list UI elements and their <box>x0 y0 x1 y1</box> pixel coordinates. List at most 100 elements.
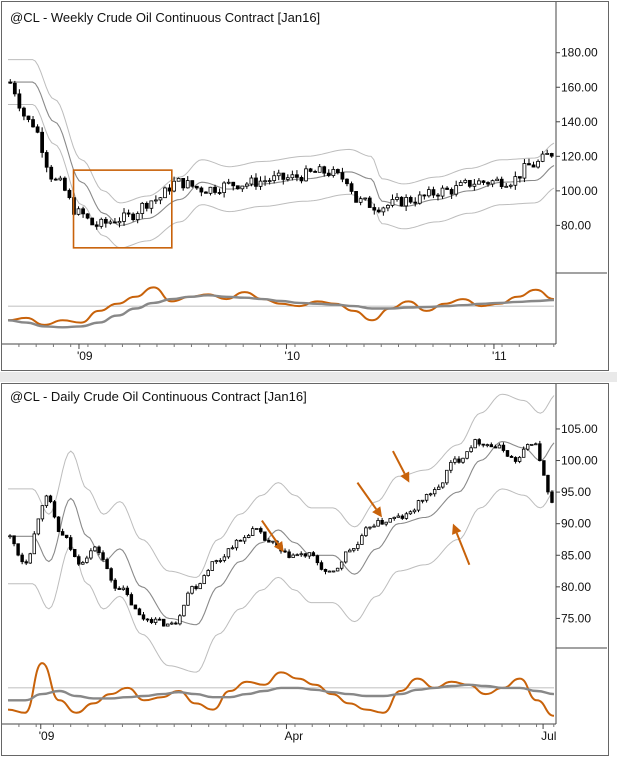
candle <box>218 558 223 564</box>
chart-frame <box>1 1 609 371</box>
candle <box>90 217 95 226</box>
y-tick-label: 90.00 <box>561 517 591 531</box>
candle-body <box>417 194 422 204</box>
candle <box>121 585 125 591</box>
candle-body <box>501 444 506 451</box>
x-tick-label: '09 <box>77 349 93 363</box>
candle <box>335 168 340 175</box>
candle-body <box>313 171 318 173</box>
candle <box>16 543 20 557</box>
candle <box>44 150 49 173</box>
oscillator-slow-line <box>8 683 555 702</box>
candle <box>335 567 340 572</box>
candle-body <box>367 197 372 208</box>
candle <box>290 170 295 181</box>
candle-body <box>149 200 154 209</box>
candle <box>62 176 67 192</box>
candle-body <box>218 560 223 562</box>
candle <box>40 127 45 158</box>
candle <box>190 585 194 595</box>
candle-body <box>126 212 131 215</box>
candle <box>422 194 427 200</box>
candle-body <box>481 180 486 183</box>
candle-body <box>465 451 469 459</box>
candle-body <box>166 623 170 627</box>
candle <box>354 191 358 203</box>
candle <box>501 442 506 453</box>
candle <box>469 445 473 453</box>
candle <box>122 208 126 226</box>
lower-band-line <box>8 488 555 673</box>
candle-body <box>85 557 89 563</box>
candle <box>281 172 286 185</box>
candle <box>167 184 172 195</box>
y-tick-label: 105.00 <box>561 422 598 436</box>
candle-body <box>356 544 360 549</box>
y-tick-label: 120.00 <box>561 149 598 163</box>
candle-body <box>536 160 540 168</box>
candle <box>250 526 255 536</box>
candle-body <box>141 614 146 620</box>
candle <box>176 177 181 182</box>
candle <box>538 440 542 462</box>
candle-body <box>249 177 254 185</box>
candle-body <box>103 218 108 224</box>
candle <box>190 180 195 188</box>
candle <box>513 171 518 190</box>
candle <box>131 212 136 222</box>
candle <box>367 195 372 208</box>
candle-body <box>299 553 303 556</box>
candle <box>149 617 154 625</box>
candle-body <box>89 550 93 559</box>
candle-body <box>384 521 388 525</box>
candle <box>242 535 247 544</box>
candle-body <box>58 177 63 181</box>
candle <box>137 607 142 616</box>
candle-body <box>303 553 307 557</box>
candle-body <box>477 180 481 185</box>
candle <box>181 178 186 191</box>
candle-body <box>327 570 332 573</box>
candle-body <box>213 186 217 193</box>
candle <box>530 443 534 446</box>
candle <box>73 549 77 558</box>
candle <box>222 554 227 563</box>
candle-body <box>8 81 13 84</box>
candle <box>76 206 81 216</box>
candle-body <box>416 500 421 511</box>
candle <box>153 617 158 625</box>
candle <box>307 552 312 559</box>
candle <box>322 165 327 177</box>
candle <box>295 170 299 182</box>
candle-body <box>299 176 304 182</box>
candle-body <box>453 458 457 463</box>
candle-body <box>226 181 231 184</box>
y-tick-label: 160.00 <box>561 80 598 94</box>
candle-body <box>174 622 178 625</box>
candle-body <box>144 202 149 209</box>
candle-body <box>319 562 324 570</box>
candle-body <box>449 461 453 471</box>
candle <box>68 534 73 552</box>
candle <box>163 186 167 199</box>
candle <box>363 197 368 201</box>
candle-body <box>190 180 195 187</box>
candle-body <box>157 618 162 621</box>
candle-body <box>445 469 449 484</box>
candle-body <box>44 152 49 168</box>
candle <box>52 500 57 519</box>
candle-body <box>32 533 37 555</box>
candle <box>117 586 121 590</box>
candle <box>513 456 518 464</box>
candle-body <box>472 183 477 187</box>
candle-body <box>307 552 312 557</box>
candle-body <box>94 224 99 227</box>
candle <box>135 211 140 224</box>
candle-body <box>67 189 72 199</box>
candle <box>246 533 251 539</box>
candle <box>481 180 486 186</box>
candle <box>360 533 364 545</box>
candle <box>208 186 213 196</box>
candle-body <box>436 194 440 197</box>
candle-body <box>317 166 322 173</box>
